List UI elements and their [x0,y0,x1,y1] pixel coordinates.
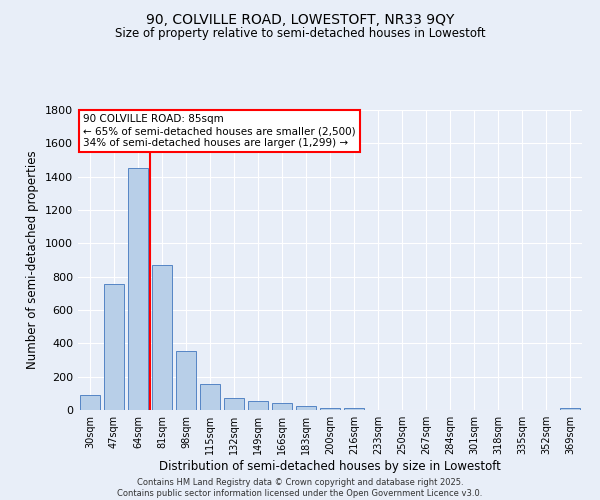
Bar [104,284,124,410]
Bar [560,408,580,410]
Bar [128,168,148,410]
Bar [224,398,244,410]
Bar [248,401,268,410]
X-axis label: Distribution of semi-detached houses by size in Lowestoft: Distribution of semi-detached houses by … [159,460,501,473]
Bar [320,408,340,410]
Bar [344,408,364,410]
Text: 90 COLVILLE ROAD: 85sqm
← 65% of semi-detached houses are smaller (2,500)
34% of: 90 COLVILLE ROAD: 85sqm ← 65% of semi-de… [83,114,356,148]
Bar [152,266,172,410]
Y-axis label: Number of semi-detached properties: Number of semi-detached properties [26,150,40,370]
Text: Size of property relative to semi-detached houses in Lowestoft: Size of property relative to semi-detach… [115,28,485,40]
Bar [272,403,292,410]
Bar [296,406,316,410]
Text: 90, COLVILLE ROAD, LOWESTOFT, NR33 9QY: 90, COLVILLE ROAD, LOWESTOFT, NR33 9QY [146,12,454,26]
Text: Contains HM Land Registry data © Crown copyright and database right 2025.
Contai: Contains HM Land Registry data © Crown c… [118,478,482,498]
Bar [176,351,196,410]
Bar [80,396,100,410]
Bar [200,384,220,410]
